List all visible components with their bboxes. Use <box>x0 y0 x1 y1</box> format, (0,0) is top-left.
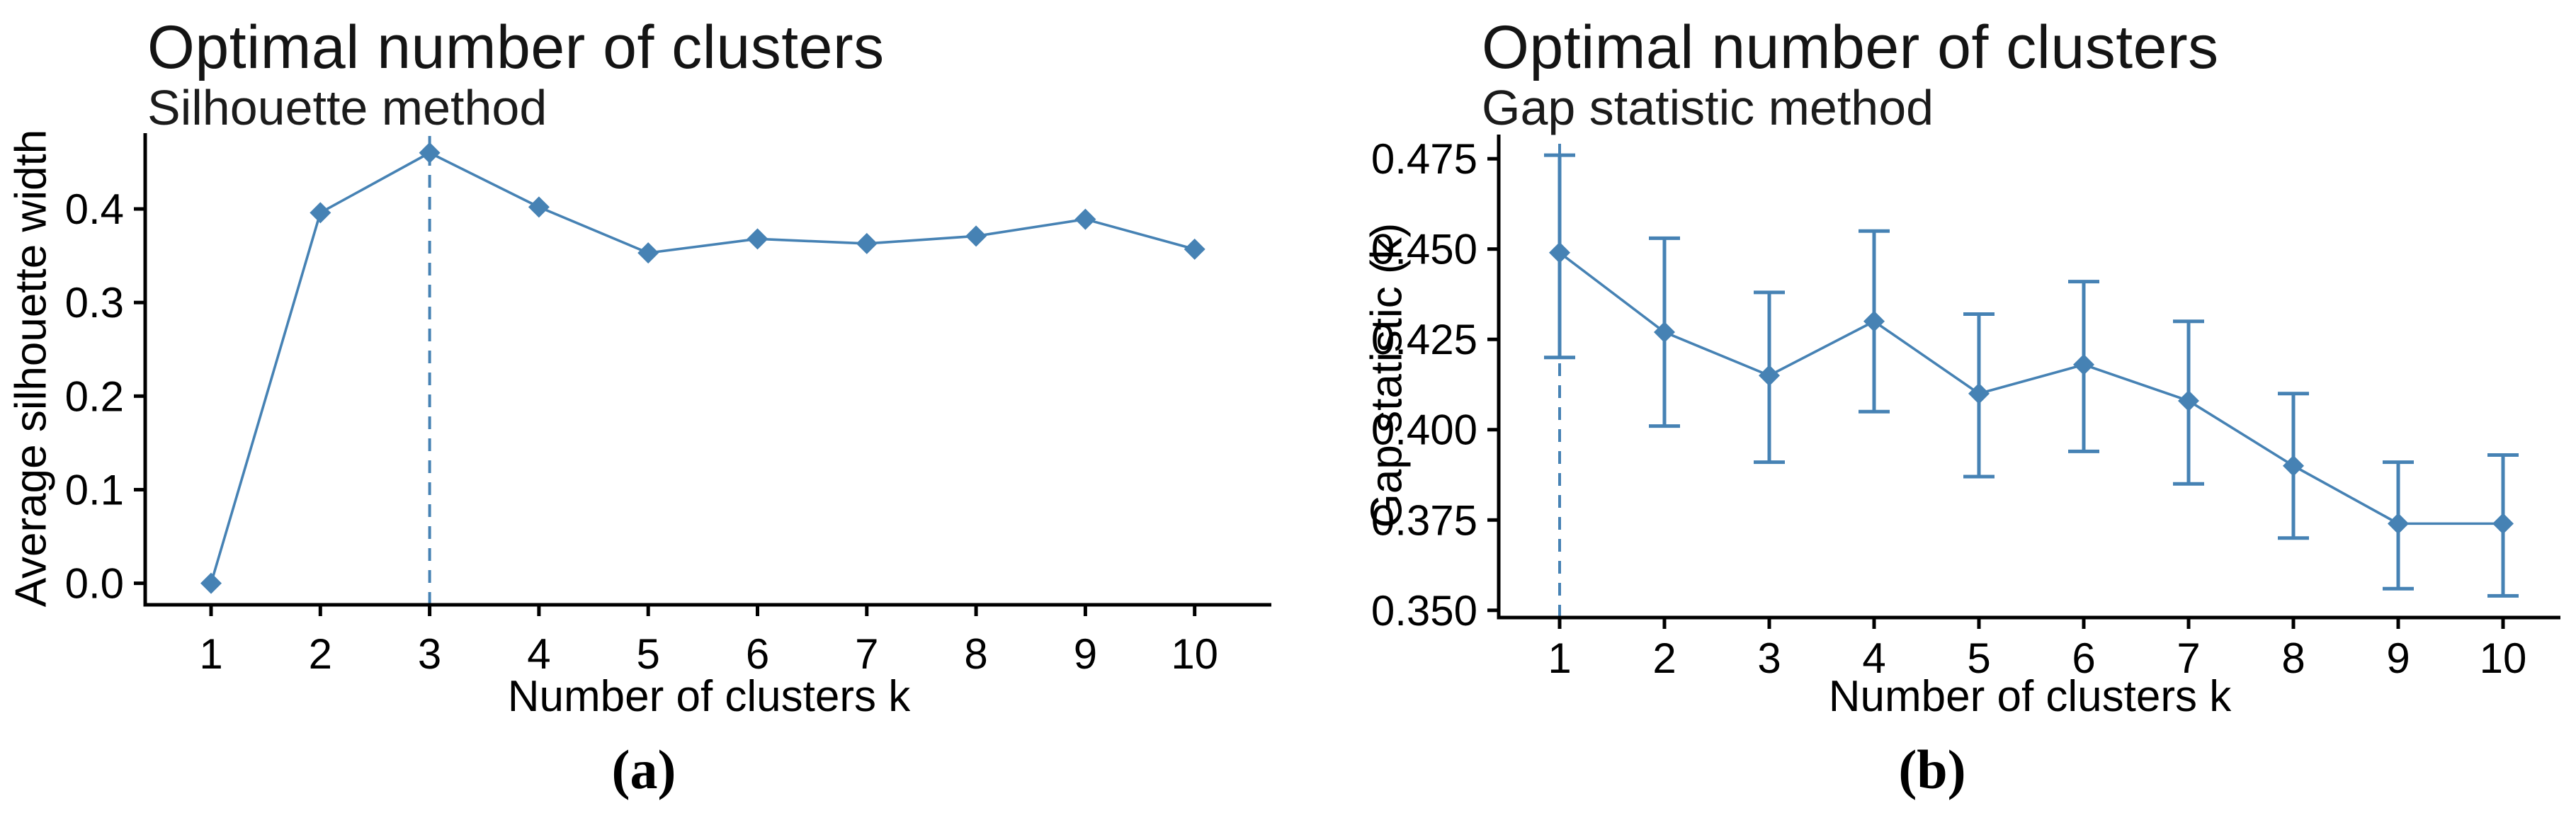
panel-a-subtitle: Silhouette method <box>147 80 547 135</box>
panel-a-y-tick-label: 0.2 <box>65 373 124 420</box>
panel-a-data-point-diamond <box>747 228 768 250</box>
panel-b-data-point-diamond <box>2492 513 2514 535</box>
panel-a-data-point-diamond <box>200 572 222 594</box>
panel-b-x-tick-label: 8 <box>2281 635 2305 682</box>
panel-b-x-tick-label: 1 <box>1548 635 1571 682</box>
panel-b-y-tick-label: 0.350 <box>1371 587 1477 635</box>
panel-b-x-tick-label: 5 <box>1967 635 1990 682</box>
panel-a-data-point-diamond <box>856 232 878 254</box>
panel-b-x-tick-label: 10 <box>2480 635 2527 682</box>
panel-a-series-line <box>210 151 1196 584</box>
panel-b-y-tick-label: 0.400 <box>1371 407 1477 454</box>
panel-b-x-tick-label: 6 <box>2072 635 2095 682</box>
panel-a-y-tick-label: 0.4 <box>65 186 124 233</box>
panel-a-data-point-diamond <box>310 202 331 224</box>
panel-b-y-tick-label: 0.425 <box>1371 316 1477 363</box>
panel-a-y-tick-label: 0.0 <box>65 560 124 608</box>
panel-b-x-tick-label: 4 <box>1862 635 1885 682</box>
panel-b-data-point-diamond <box>1549 241 1570 263</box>
panel-b-y-axis-title: Gap statistic (k) <box>1362 222 1412 528</box>
panel-b-caption: (b) <box>1898 739 1966 800</box>
panel-b-data-point-diamond <box>2073 353 2094 375</box>
panel-a-x-tick-label: 1 <box>199 630 222 678</box>
panel-b-y-tick-label: 0.475 <box>1371 135 1477 183</box>
panel-b-x-tick-label: 7 <box>2177 635 2200 682</box>
panel-a-data-point-diamond <box>1074 208 1096 230</box>
panel-b-data-point-diamond <box>2178 390 2199 411</box>
panel-b-data-point-diamond <box>1654 322 1675 343</box>
panel-a-y-tick-label: 0.1 <box>65 466 124 513</box>
panel-a-data-point-diamond <box>419 142 441 164</box>
panel-b-data-point-diamond <box>2283 455 2304 477</box>
panel-b-y-tick-label: 0.450 <box>1371 226 1477 273</box>
panel-a-data-point-diamond <box>965 225 987 247</box>
panel-a-data-point-diamond <box>1184 238 1205 260</box>
panel-a-x-tick-label: 3 <box>418 630 441 678</box>
panel-a-x-tick-label: 10 <box>1171 630 1218 678</box>
panel-b-data-point-diamond <box>2388 513 2409 535</box>
panel-a-x-axis-title: Number of clusters k <box>507 672 911 721</box>
panel-a-x-tick-label: 5 <box>637 630 660 678</box>
panel-a-data-point-diamond <box>528 196 550 218</box>
panel-a-data-point-diamond <box>637 242 659 264</box>
panel-b-x-tick-label: 9 <box>2386 635 2410 682</box>
panel-a-x-tick-label: 2 <box>309 630 332 678</box>
panel-b-x-axis-title: Number of clusters k <box>1828 672 2232 721</box>
panel-a-x-tick-label: 7 <box>855 630 878 678</box>
panel-b-subtitle: Gap statistic method <box>1482 80 1934 135</box>
panel-a-x-tick-label: 6 <box>746 630 769 678</box>
panel-b-title: Optimal number of clusters <box>1482 13 2219 81</box>
panel-a-x-tick-label: 9 <box>1074 630 1097 678</box>
panel-b-data-point-diamond <box>1759 365 1780 387</box>
panel-a-y-axis-title: Average silhouette width <box>6 129 56 608</box>
panel-a-caption: (a) <box>611 739 676 800</box>
panel-a-title: Optimal number of clusters <box>147 13 885 81</box>
panel-b-x-tick-label: 2 <box>1652 635 1676 682</box>
panel-a-x-tick-label: 8 <box>964 630 987 678</box>
panel-b-x-tick-label: 3 <box>1757 635 1781 682</box>
panel-b-data-point-diamond <box>1863 310 1885 332</box>
panel-a-y-tick-label: 0.3 <box>65 279 124 326</box>
panel-b-series-line <box>1558 251 2503 525</box>
panel-b-y-tick-label: 0.375 <box>1371 496 1477 544</box>
panel-b-data-point-diamond <box>1968 382 1990 404</box>
panel-a-x-tick-label: 4 <box>527 630 550 678</box>
